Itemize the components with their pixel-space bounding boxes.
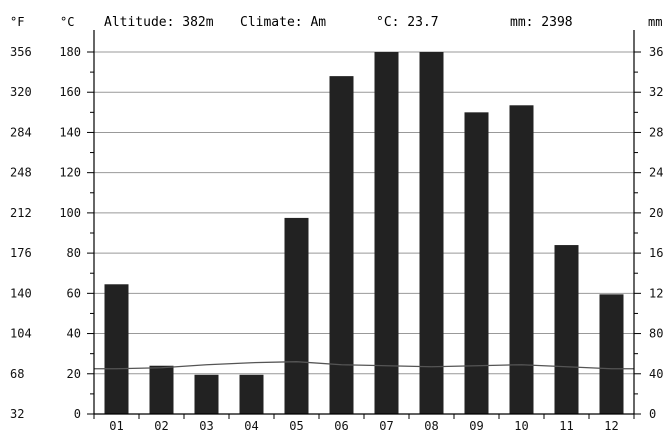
precipitation-bar-08 <box>419 52 444 414</box>
mm-tick-label: 36 <box>649 45 663 59</box>
fahrenheit-tick-label: 248 <box>10 166 32 180</box>
fahrenheit-tick-label: 212 <box>10 206 32 220</box>
fahrenheit-tick-label: 140 <box>10 286 32 300</box>
celsius-tick-label: 180 <box>59 45 81 59</box>
unit-mm-label: mm <box>648 15 662 29</box>
mm-tick-label: 28 <box>649 125 663 139</box>
month-label-12: 12 <box>604 419 618 433</box>
unit-celsius-label: °C <box>60 15 74 29</box>
month-label-09: 09 <box>469 419 483 433</box>
month-label-07: 07 <box>379 419 393 433</box>
mm-tick-label: 20 <box>649 206 663 220</box>
celsius-tick-label: 40 <box>67 327 81 341</box>
month-label-10: 10 <box>514 419 528 433</box>
grid-lines <box>94 51 634 375</box>
chart-header: °F °C Altitude: 382m Climate: Am °C: 23.… <box>10 15 662 30</box>
annual-precipitation-text: mm: 2398 <box>510 15 573 30</box>
fahrenheit-tick-label: 356 <box>10 45 32 59</box>
axes <box>87 30 641 419</box>
mm-tick-label: 80 <box>649 327 663 341</box>
celsius-tick-label: 20 <box>67 367 81 381</box>
precipitation-bar-11 <box>554 245 579 414</box>
annual-temperature-text: °C: 23.7 <box>376 15 439 30</box>
mm-tick-label: 32 <box>649 85 663 99</box>
month-label-11: 11 <box>559 419 573 433</box>
celsius-tick-label: 80 <box>67 246 81 260</box>
month-label-08: 08 <box>424 419 438 433</box>
mm-tick-label: 16 <box>649 246 663 260</box>
mm-tick-label: 0 <box>649 407 656 421</box>
precipitation-bar-02 <box>149 365 174 414</box>
month-label-04: 04 <box>244 419 258 433</box>
fahrenheit-tick-label: 32 <box>10 407 24 421</box>
fahrenheit-tick-label: 104 <box>10 327 32 341</box>
temperature-line <box>94 361 634 370</box>
mm-tick-label: 24 <box>649 166 663 180</box>
precipitation-bar-03 <box>194 374 219 414</box>
precipitation-bar-12 <box>599 294 624 414</box>
climate-text: Climate: Am <box>240 15 326 30</box>
precipitation-bar-04 <box>239 374 264 414</box>
precipitation-bar-10 <box>509 105 534 415</box>
celsius-tick-label: 140 <box>59 125 81 139</box>
precipitation-bar-01 <box>104 284 129 414</box>
mm-tick-label: 40 <box>649 367 663 381</box>
fahrenheit-tick-label: 176 <box>10 246 32 260</box>
precipitation-bar-06 <box>329 76 354 414</box>
month-label-05: 05 <box>289 419 303 433</box>
precipitation-bar-07 <box>374 52 399 414</box>
fahrenheit-tick-label: 320 <box>10 85 32 99</box>
celsius-tick-label: 120 <box>59 166 81 180</box>
fahrenheit-tick-label: 68 <box>10 367 24 381</box>
fahrenheit-tick-label: 284 <box>10 125 32 139</box>
precipitation-bar-05 <box>284 217 309 414</box>
month-label-06: 06 <box>334 419 348 433</box>
precipitation-bar-09 <box>464 112 489 414</box>
celsius-tick-label: 60 <box>67 286 81 300</box>
mm-tick-label: 12 <box>649 286 663 300</box>
month-label-02: 02 <box>154 419 168 433</box>
celsius-tick-label: 0 <box>74 407 81 421</box>
precipitation-bars <box>104 52 624 415</box>
month-label-01: 01 <box>109 419 123 433</box>
celsius-tick-label: 100 <box>59 206 81 220</box>
temperature-line-group <box>94 361 634 370</box>
altitude-text: Altitude: 382m <box>104 15 214 30</box>
month-label-03: 03 <box>199 419 213 433</box>
celsius-tick-label: 160 <box>59 85 81 99</box>
unit-fahrenheit-label: °F <box>10 15 24 29</box>
